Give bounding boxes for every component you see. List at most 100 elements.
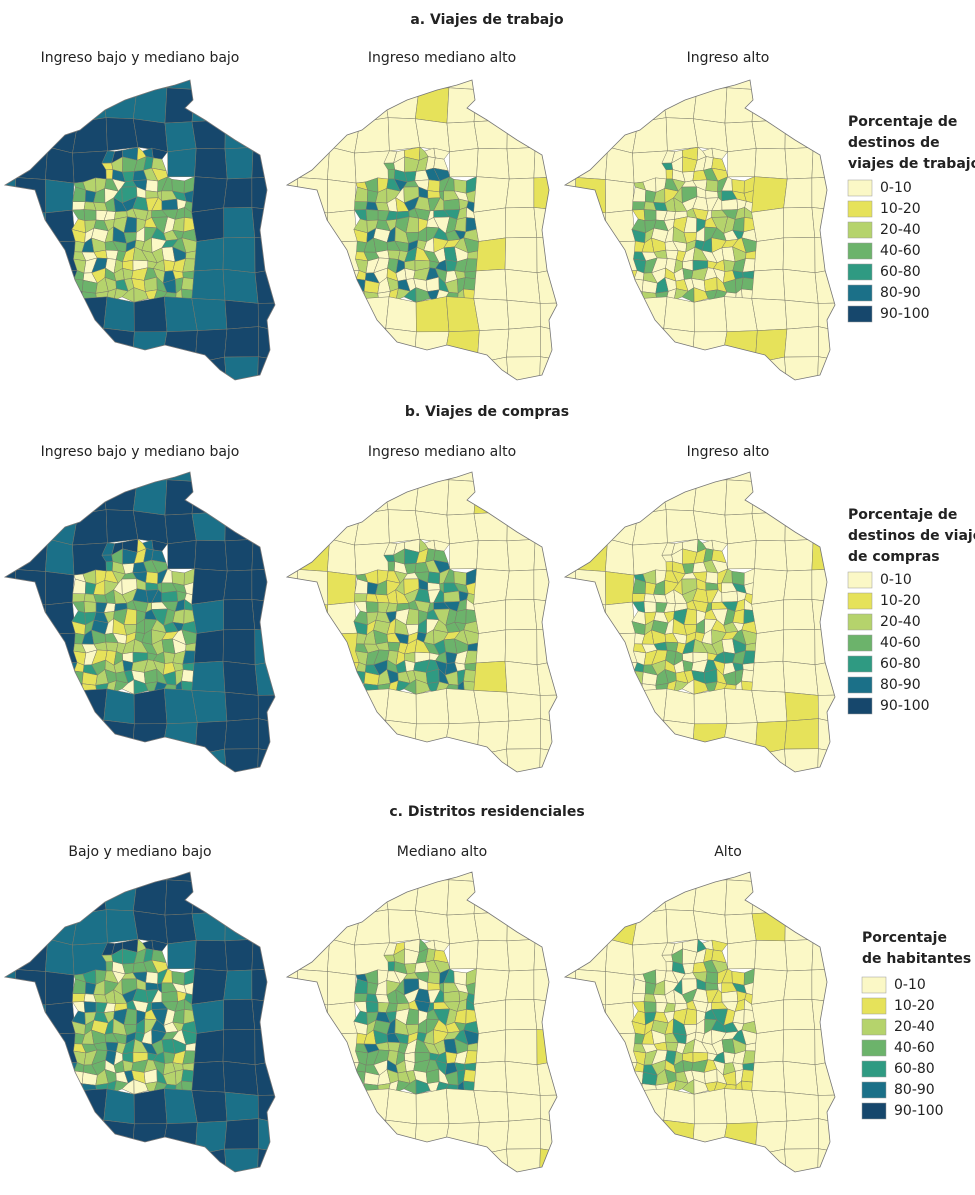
legend-swatch <box>861 1081 887 1099</box>
district <box>194 940 228 972</box>
district <box>44 719 79 756</box>
district <box>258 718 275 753</box>
district <box>224 1091 259 1122</box>
district <box>287 206 301 241</box>
district <box>692 391 729 419</box>
district <box>297 601 328 635</box>
legend-label: 80-90 <box>880 677 921 693</box>
district <box>5 718 17 754</box>
district <box>665 561 674 572</box>
district <box>565 508 575 544</box>
district <box>812 872 835 883</box>
district <box>751 1090 788 1123</box>
district <box>784 878 815 916</box>
district <box>784 511 816 542</box>
district <box>754 540 788 572</box>
district <box>324 270 360 302</box>
district <box>724 479 755 516</box>
district <box>605 938 635 976</box>
district <box>665 961 674 972</box>
district <box>191 478 226 514</box>
district <box>327 571 357 606</box>
district <box>296 1182 330 1195</box>
district <box>566 659 598 695</box>
district <box>11 1118 48 1154</box>
district <box>224 1148 259 1172</box>
district <box>565 598 579 633</box>
district <box>571 509 608 541</box>
district <box>446 87 477 124</box>
district <box>604 327 639 364</box>
district <box>662 872 698 886</box>
district <box>252 513 275 543</box>
map <box>3 79 276 381</box>
district <box>705 982 719 991</box>
district <box>285 482 315 514</box>
district <box>605 971 635 1006</box>
district <box>812 121 835 151</box>
district <box>132 1183 169 1195</box>
district <box>786 783 818 814</box>
district <box>604 240 638 272</box>
district <box>132 331 168 362</box>
district <box>754 748 788 772</box>
district <box>574 1182 608 1195</box>
district <box>503 872 537 882</box>
district <box>662 89 698 120</box>
district <box>539 1148 557 1172</box>
district <box>5 480 13 510</box>
district <box>191 911 226 942</box>
district <box>191 568 228 605</box>
district <box>191 86 226 122</box>
district <box>282 724 319 752</box>
district <box>544 1183 576 1195</box>
district <box>414 118 450 153</box>
district <box>751 176 788 213</box>
district <box>5 80 13 92</box>
district <box>817 748 835 772</box>
district <box>224 748 259 772</box>
district <box>105 561 114 572</box>
districts <box>5 472 319 772</box>
district <box>327 86 361 123</box>
district <box>5 880 13 910</box>
district <box>266 1183 298 1195</box>
district <box>533 539 557 571</box>
district <box>287 940 298 974</box>
district <box>415 688 450 725</box>
district <box>663 688 695 725</box>
district <box>574 538 608 572</box>
district <box>145 571 159 585</box>
district <box>565 969 576 1003</box>
district <box>604 632 638 664</box>
district <box>286 912 314 943</box>
district <box>5 296 17 331</box>
district <box>5 662 19 694</box>
district <box>251 539 275 571</box>
district <box>254 629 275 666</box>
district <box>783 599 816 631</box>
district <box>133 879 168 916</box>
district <box>5 148 16 182</box>
district <box>571 88 609 123</box>
district <box>566 388 596 421</box>
district <box>566 1180 596 1195</box>
district <box>72 201 86 211</box>
district <box>540 326 557 361</box>
district <box>266 391 298 420</box>
district <box>145 190 159 199</box>
district <box>565 872 573 884</box>
district <box>45 478 79 515</box>
district <box>284 1091 318 1125</box>
district <box>284 659 316 695</box>
district <box>5 508 15 544</box>
district <box>724 879 755 916</box>
district <box>571 1118 608 1154</box>
district <box>42 1062 78 1094</box>
district <box>251 968 275 1004</box>
district <box>284 1059 316 1095</box>
legend-title: de compras <box>848 549 940 565</box>
district <box>449 540 479 570</box>
district <box>71 361 107 380</box>
map-outline <box>563 79 836 381</box>
